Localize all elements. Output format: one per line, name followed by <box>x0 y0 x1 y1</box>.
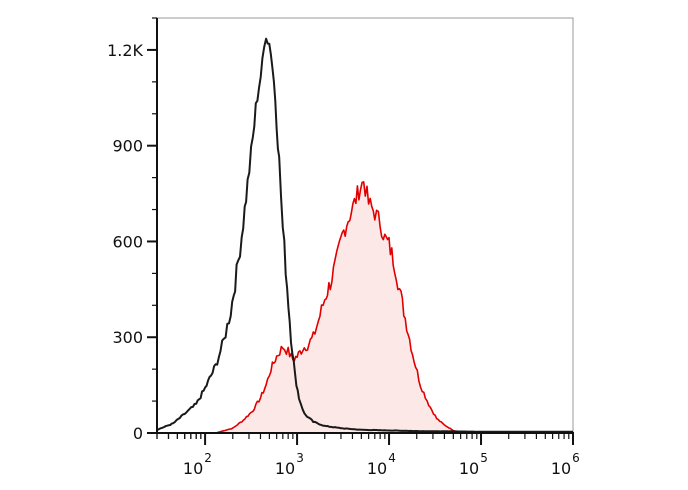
y-tick-label: 900 <box>112 137 143 156</box>
x-tick-label-exponent: 6 <box>572 451 580 465</box>
x-tick-label-exponent: 4 <box>388 451 396 465</box>
x-tick-label-base: 10 <box>183 459 203 478</box>
x-tick-label-exponent: 2 <box>204 451 212 465</box>
x-tick-label-exponent: 3 <box>296 451 304 465</box>
y-tick-label: 300 <box>112 328 143 347</box>
y-tick-label: 1.2K <box>107 41 143 60</box>
series-1-line <box>215 181 461 434</box>
y-tick-label: 0 <box>133 424 143 443</box>
x-tick-label-base: 10 <box>275 459 295 478</box>
x-tick-label-base: 10 <box>551 459 571 478</box>
x-tick-label-base: 10 <box>367 459 387 478</box>
y-tick-label: 600 <box>112 232 143 251</box>
x-tick-label-base: 10 <box>459 459 479 478</box>
axes-layer <box>156 18 574 434</box>
series-layer <box>156 37 573 434</box>
y-ticks: 0 300 600 900 1.2K <box>107 17 157 443</box>
x-tick-label-exponent: 5 <box>480 451 488 465</box>
series-1-fill <box>215 181 461 433</box>
series-0-line <box>156 37 573 433</box>
